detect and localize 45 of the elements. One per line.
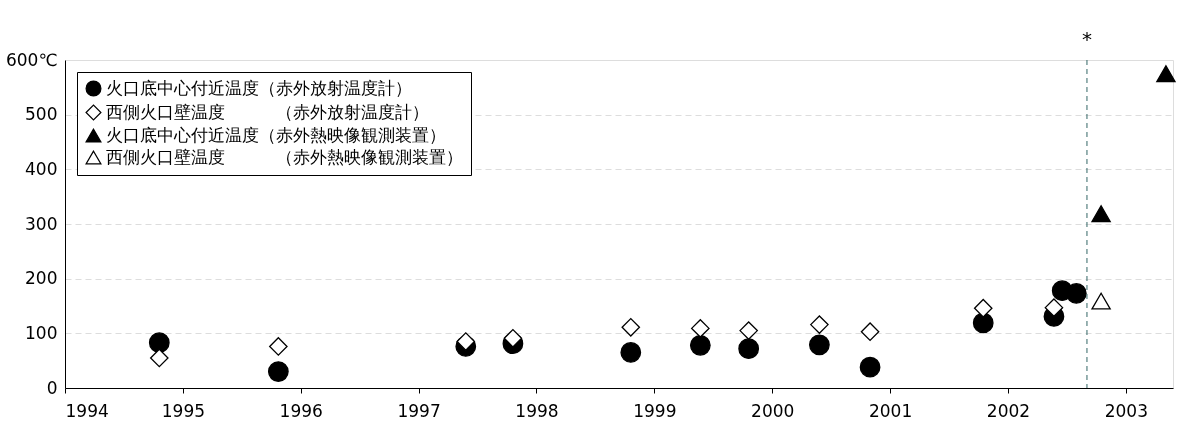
x-tick-label: 2000 [751,400,795,421]
point [738,338,760,360]
point [1091,292,1111,310]
point [621,318,641,337]
point [267,361,289,382]
point [859,356,881,378]
legend-label: 西側火口壁温度 （赤外熱映像観測装置） [106,146,463,167]
legend-label: 火口底中心付近温度（赤外放射温度計） [106,77,412,98]
point [860,322,880,341]
x-tick-label: 1998 [515,400,559,421]
point [739,321,758,340]
point [810,315,829,334]
point [1091,205,1111,223]
x-tick-label: 2002 [986,400,1031,421]
x-tick-label: 1996 [279,400,323,421]
point [503,328,523,348]
point [1065,283,1087,304]
y-tick-label: 200 [25,268,58,289]
x-tick-label: 1999 [633,400,677,421]
y-tick-label: 300 [25,213,58,234]
point [1156,65,1176,83]
point [808,334,830,356]
point [148,332,170,353]
legend-label: 西側火口壁温度 （赤外放射温度計） [106,101,429,122]
point [269,337,288,356]
x-tick-label: 2003 [1104,400,1148,421]
y-tick-label: 600℃ [5,49,58,70]
x-tick-label: 1995 [161,400,206,421]
point [973,298,993,318]
y-tick-label: 500 [25,104,58,125]
ref-line-label: * [1081,27,1092,51]
y-tick-label: 0 [46,377,58,398]
point [689,334,711,356]
point [620,342,642,363]
point [972,312,994,334]
y-tick-label: 400 [25,158,58,179]
point [456,332,476,351]
x-tick-label: 1997 [397,400,441,421]
y-tick-label: 100 [25,322,58,343]
legend-label: 火口底中心付近温度（赤外熱映像観測装置） [106,124,446,145]
x-tick-label: 1994 [65,400,109,421]
point [149,348,169,368]
point [1044,298,1064,317]
x-tick-label: 2001 [868,400,913,421]
point [691,319,710,338]
